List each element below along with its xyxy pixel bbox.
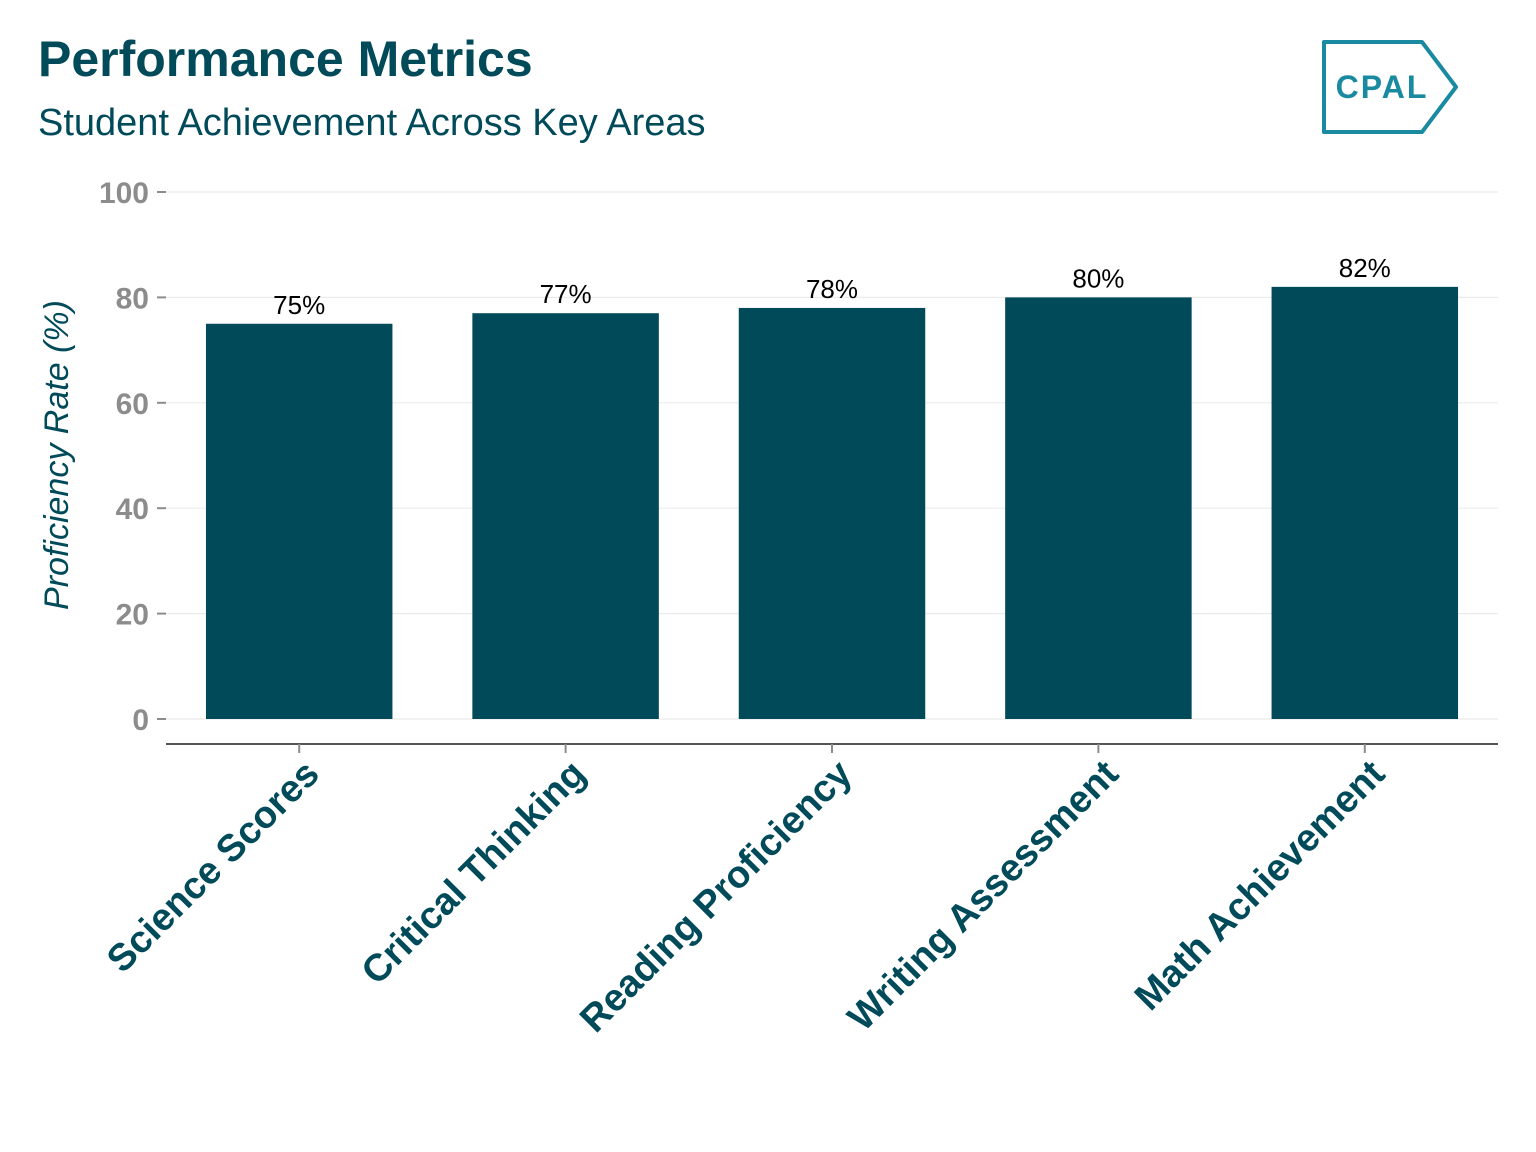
y-axis-title: Proficiency Rate (%) <box>38 300 76 610</box>
bar-data-label: 82% <box>1339 253 1391 283</box>
bar-critical-thinking <box>472 313 659 719</box>
bar-data-label: 77% <box>540 279 592 309</box>
x-tick-label: Writing Assessment <box>840 752 1127 1039</box>
bar-math-achievement <box>1271 286 1459 719</box>
x-tick-label: Reading Proficiency <box>572 753 860 1041</box>
y-tick-label: 100 <box>99 177 149 210</box>
y-tick-label: 60 <box>116 388 149 421</box>
cpal-logo: CPAL <box>1322 40 1458 134</box>
bar-data-label: 75% <box>273 290 325 320</box>
bar-writing-assessment <box>1005 297 1192 719</box>
chart-title: Performance Metrics <box>38 31 533 87</box>
y-tick-label: 0 <box>132 704 149 737</box>
bar-data-label: 78% <box>806 274 858 304</box>
bar-science-scores <box>205 323 393 719</box>
y-tick-label: 80 <box>116 282 149 315</box>
bar-reading-proficiency <box>738 307 926 719</box>
bars-layer <box>205 286 1459 719</box>
y-tick-label: 40 <box>116 493 149 526</box>
logo-tag-shape <box>1322 40 1458 134</box>
logo-text: CPAL <box>1336 69 1429 105</box>
data-labels-layer: 75% 77% 78% 80% 82% <box>273 253 1391 320</box>
chart-subtitle: Student Achievement Across Key Areas <box>38 102 706 144</box>
bar-data-label: 80% <box>1072 263 1124 293</box>
x-tick-label: Math Achievement <box>1127 752 1393 1018</box>
x-tick-label: Critical Thinking <box>354 753 594 993</box>
y-tick-label: 20 <box>116 599 149 632</box>
x-tick-label: Science Scores <box>99 753 327 981</box>
